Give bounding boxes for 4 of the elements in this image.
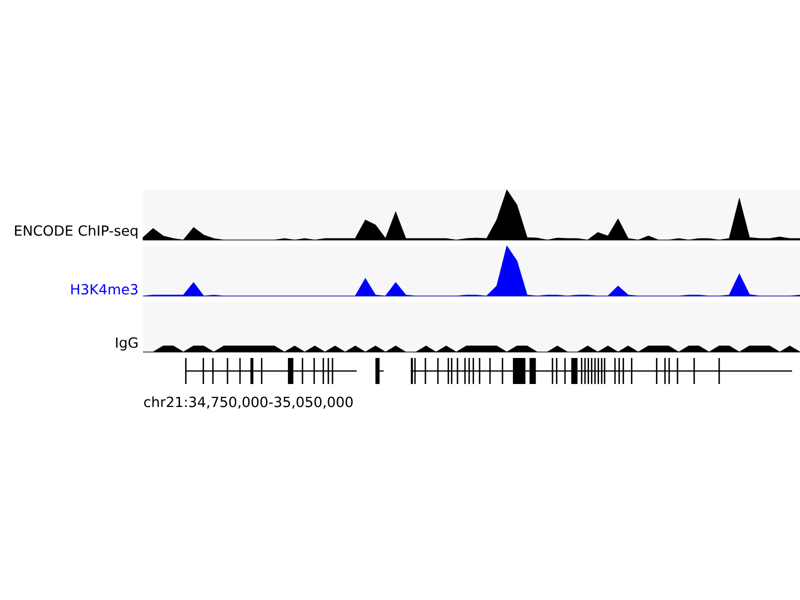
series-label: IgG [116, 337, 138, 351]
series-label: H3K4me3 [71, 284, 138, 295]
series-label: ENCODE ChIP-seq [15, 225, 138, 239]
text: chr21:34,750,000-35,050,000 [144, 396, 353, 409]
